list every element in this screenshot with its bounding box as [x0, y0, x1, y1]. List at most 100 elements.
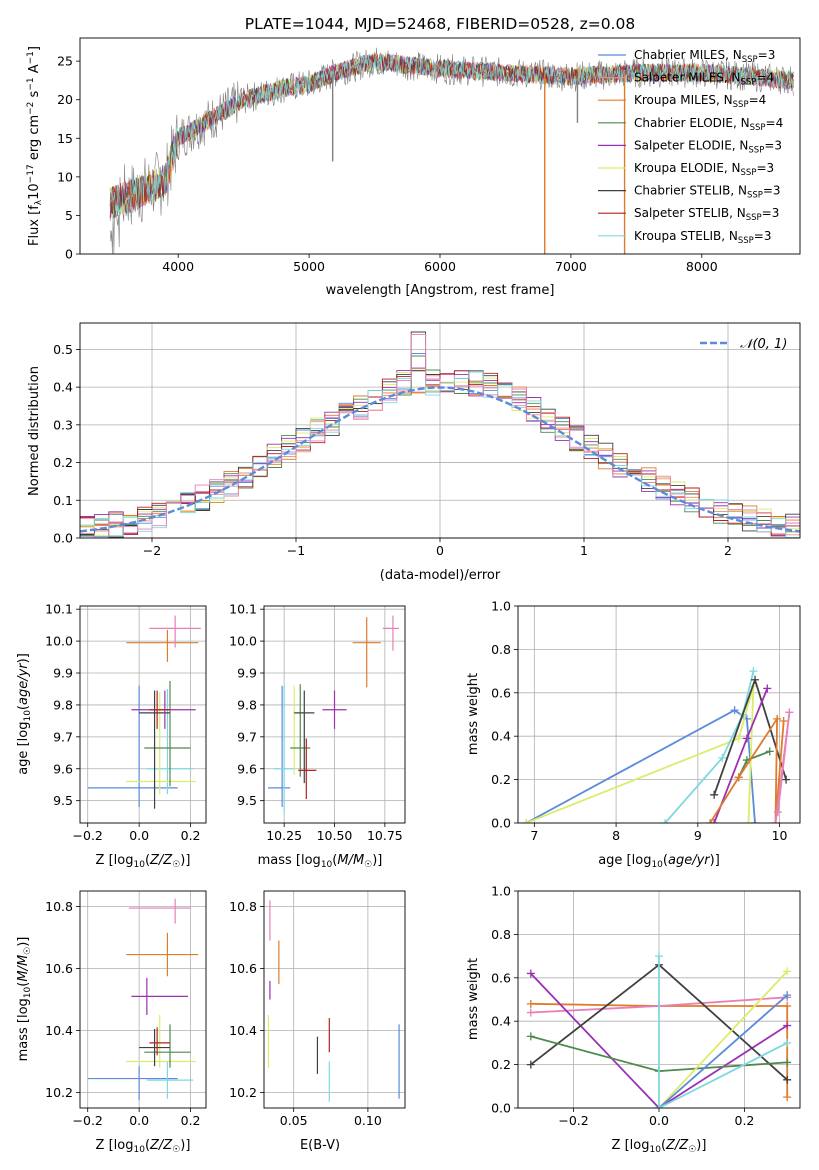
age-vs-mass-xlabel: mass [log10(M/M☉)]: [258, 853, 383, 870]
residual-ylabel: Normed distribution: [27, 366, 42, 496]
age-vs-z-ylabel: age [log10(age/yr)]: [16, 653, 33, 775]
weight-marker: [710, 819, 719, 823]
residual-xlabel: (data-model)/error: [380, 568, 501, 583]
y-tick-label: 9.6: [237, 761, 257, 776]
weight-marker: [526, 1008, 535, 1017]
y-tick-label: 10.1: [45, 602, 73, 617]
x-tick-label: 10.25: [266, 828, 302, 843]
weight-marker: [730, 706, 739, 715]
mass-vs-z-xlabel: Z [log10(Z/Z☉)]: [96, 1138, 191, 1155]
errorbar-0: [87, 685, 178, 808]
y-tick-label: 9.8: [53, 697, 73, 712]
y-tick-label: 9.6: [53, 761, 73, 776]
x-tick-label: −0.2: [558, 1113, 588, 1128]
y-tick-label: 1.0: [491, 884, 511, 899]
y-tick-label: 0.2: [491, 772, 511, 787]
x-tick-label: 7: [530, 828, 538, 843]
ticks: −2 −1 0 1 2 0.0 0.1 0.2 0.3 0.4 0.5: [53, 342, 732, 558]
x-tick-label: 0.0: [649, 1113, 669, 1128]
y-tick-label: 10: [57, 169, 73, 184]
weight-marker: [783, 967, 792, 976]
y-tick-label: 15: [57, 131, 73, 146]
weight-marker: [526, 1060, 535, 1069]
age-vs-mass-panel: 10.25 10.50 10.75 9.5 9.6 9.7 9.8 9.9 10.0 10.1: [229, 602, 406, 843]
weight-marker: [526, 1032, 535, 1041]
legend-subscript: SSP: [738, 236, 754, 246]
x-tick-label: −1: [287, 543, 305, 558]
age-vs-z-xlabel: Z [log10(Z/Z☉)]: [96, 853, 191, 870]
weight-series-0: [530, 1002, 789, 1098]
weight-marker: [734, 734, 743, 743]
legend-subscript: SSP: [741, 78, 757, 88]
age-vs-z-panel: −0.2 0.0 0.2 9.5 9.6 9.7 9.8 9.9 10.0 10.1: [45, 602, 207, 843]
legend-subscript: SSP: [733, 100, 749, 110]
weight-marker: [783, 1021, 792, 1030]
errorbar-7: [352, 617, 381, 688]
histogram-9: [80, 333, 800, 538]
x-tick-label: 0.0: [129, 1113, 149, 1128]
grid: [80, 606, 206, 823]
ticks: 10.25 10.50 10.75 9.5 9.6 9.7 9.8 9.9 10.0 10.1: [229, 602, 403, 843]
x-tick-label: −0.2: [73, 828, 103, 843]
legend-rest: =4: [756, 71, 774, 85]
weight-vs-age-xlabel: age [log10(age/yr)]: [598, 853, 720, 870]
weight-marker: [734, 773, 743, 782]
weight-marker: [751, 675, 760, 684]
weight-vs-age-panel: 7 8 9 10 0.0 0.2 0.4 0.6 0.8 1.0: [491, 599, 801, 843]
axes-frame: [79, 605, 207, 824]
weight-vs-age-ylabel: mass weight: [466, 673, 481, 755]
weight-series-2: [530, 972, 788, 1108]
weight-marker: [526, 999, 535, 1008]
y-tick-label: 10.1: [229, 602, 257, 617]
x-tick-label: 0.10: [354, 1113, 382, 1128]
x-tick-label: 10.50: [317, 828, 353, 843]
spectrum-ylabel: Flux [fλ10−17 erg cm−2 s−1 A−1]: [26, 46, 44, 246]
weight-marker: [765, 747, 774, 756]
mass-vs-z-ylabel: mass [log10(M/M☉)]: [16, 937, 33, 1062]
errorbar-5: [149, 1027, 170, 1056]
weight-vs-z-ylabel: mass weight: [466, 958, 481, 1040]
y-tick-label: 0.0: [491, 816, 511, 831]
y-tick-label: 10.2: [45, 1085, 73, 1100]
weight-marker: [706, 819, 715, 823]
y-tick-label: 0.4: [491, 729, 511, 744]
weight-marker: [751, 819, 760, 823]
y-tick-label: 10.2: [229, 1085, 257, 1100]
grid: [264, 606, 405, 823]
legend-rest: =3: [763, 184, 781, 198]
weight-marker: [779, 717, 788, 726]
y-tick-label: 0: [65, 247, 73, 262]
weight-series-7: [658, 956, 788, 1108]
grid: [264, 891, 405, 1108]
x-tick-label: 7000: [555, 259, 587, 274]
y-tick-label: 0.2: [53, 455, 73, 470]
x-tick-label: −0.2: [73, 1113, 103, 1128]
x-tick-label: 2: [724, 543, 732, 558]
legend-subscript: SSP: [741, 168, 757, 178]
weight-marker: [655, 1104, 663, 1108]
errorbars: [87, 898, 199, 1101]
weight-vs-z-xlabel: Z [log10(Z/Z☉)]: [612, 1138, 707, 1155]
spectrum-legend: Chabrier MILES, NSSP=3 Salpeter MILES, NS…: [598, 48, 783, 246]
y-tick-label: 1.0: [491, 599, 511, 614]
x-tick-label: 10.75: [367, 828, 403, 843]
x-tick-label: 10: [772, 828, 788, 843]
y-tick-label: 25: [57, 54, 73, 69]
legend-rest: =3: [764, 138, 782, 152]
x-tick-label: 1: [580, 543, 588, 558]
legend-label-1: Salpeter MILES, NSSP=4: [634, 71, 774, 88]
mass-vs-z-panel: −0.2 0.0 0.2 10.2 10.4 10.6 10.8: [45, 890, 207, 1128]
legend-rest: =3: [756, 161, 774, 175]
weight-marker: [783, 1075, 792, 1084]
x-tick-label: 9: [694, 828, 702, 843]
normal-legend-label: 𝒩(0, 1): [740, 337, 787, 352]
legend-rest: =3: [754, 229, 772, 243]
y-tick-label: 0.8: [491, 642, 511, 657]
legend-label-2: Kroupa MILES, NSSP=4: [634, 93, 766, 110]
errorbars: [87, 615, 201, 809]
spectrum-panel: 4000 5000 6000 7000 8000 0 5 10 15 20 25: [57, 37, 801, 274]
y-tick-label: 10.4: [45, 1023, 73, 1038]
legend-subscript: SSP: [742, 55, 758, 65]
weight-marker: [742, 734, 751, 743]
x-tick-label: 8000: [686, 259, 718, 274]
